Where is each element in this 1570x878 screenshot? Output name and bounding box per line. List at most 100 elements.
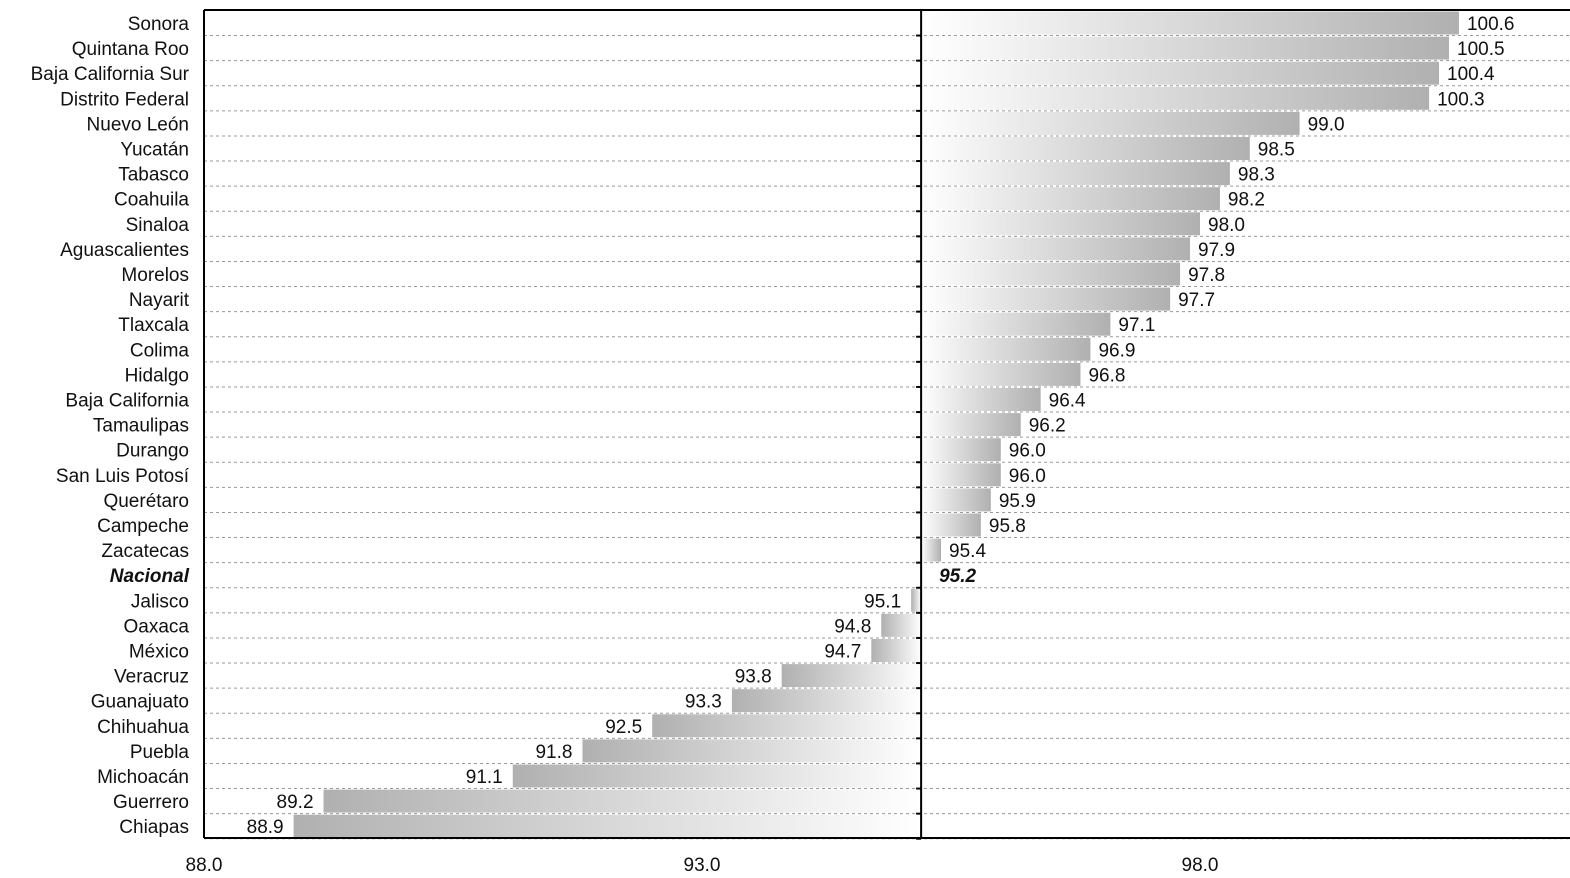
bar [731, 689, 922, 713]
category-label: Chihuahua [97, 717, 189, 738]
bar [921, 212, 1200, 236]
category-label: Oaxaca [124, 616, 190, 637]
category-label: Baja California [65, 391, 189, 412]
bar [652, 714, 922, 738]
category-label: Guerrero [113, 792, 189, 813]
category-label: Zacatecas [101, 541, 189, 562]
value-label: 94.8 [834, 616, 871, 637]
value-label: 95.2 [939, 566, 976, 587]
value-label: 91.8 [535, 742, 572, 763]
bar [781, 664, 922, 688]
value-label: 96.0 [1009, 441, 1046, 462]
category-label: Guanajuato [91, 692, 189, 713]
bar [323, 789, 922, 813]
category-label: Nuevo León [87, 114, 189, 135]
x-tick-label: 98.0 [1182, 855, 1219, 876]
category-label: México [129, 642, 189, 663]
category-label: Yucatán [120, 140, 189, 161]
value-label: 95.9 [999, 491, 1036, 512]
bar [911, 588, 922, 612]
value-label: 88.9 [247, 817, 284, 838]
category-label: Michoacán [97, 767, 189, 788]
value-label: 93.8 [735, 667, 772, 688]
labels: Sonora 100.6 Quintana Roo 100.5 Baja Califor… [31, 14, 1515, 876]
category-label: Aguascalientes [60, 240, 189, 261]
value-label: 96.2 [1029, 416, 1066, 437]
bar [921, 86, 1430, 110]
value-label: 97.1 [1118, 315, 1155, 336]
category-label: Durango [116, 441, 189, 462]
bar [921, 36, 1449, 60]
category-label: Nayarit [129, 290, 190, 311]
value-label: 98.0 [1208, 215, 1245, 236]
value-label: 99.0 [1308, 114, 1345, 135]
category-label: San Luis Potosí [56, 466, 190, 487]
bar [921, 538, 942, 562]
value-label: 93.3 [685, 692, 722, 713]
category-label: Quintana Roo [72, 39, 189, 60]
bar [921, 11, 1459, 35]
bars [293, 11, 1459, 838]
category-label: Tamaulipas [93, 416, 189, 437]
category-label: Tabasco [118, 165, 189, 186]
bar [881, 613, 922, 637]
bar [921, 488, 991, 512]
axes [203, 9, 1570, 840]
value-label: 92.5 [605, 717, 642, 738]
bar [921, 438, 1001, 462]
value-label: 100.5 [1457, 39, 1505, 60]
bar [921, 413, 1021, 437]
bar [921, 237, 1191, 261]
bar [921, 362, 1081, 386]
category-label: Baja California Sur [31, 64, 190, 85]
bar [921, 312, 1111, 336]
category-label: Sonora [128, 14, 190, 35]
bar [921, 287, 1171, 311]
category-label: Puebla [130, 742, 190, 763]
bar [921, 111, 1300, 135]
value-label: 98.3 [1238, 165, 1275, 186]
value-label: 97.7 [1178, 290, 1215, 311]
value-label: 91.1 [466, 767, 503, 788]
category-label: Morelos [121, 265, 189, 286]
category-label: Tlaxcala [118, 315, 189, 336]
x-tick-label: 88.0 [186, 855, 223, 876]
category-label: Veracruz [114, 667, 189, 688]
bar [921, 513, 981, 537]
value-label: 96.4 [1049, 391, 1086, 412]
value-label: 96.9 [1098, 340, 1135, 361]
x-tick-label: 93.0 [684, 855, 721, 876]
value-label: 95.4 [949, 541, 986, 562]
category-label: Campeche [97, 516, 189, 537]
bar [871, 639, 922, 662]
bar [921, 262, 1181, 286]
bar [293, 814, 922, 838]
value-label: 97.8 [1188, 265, 1225, 286]
bar [512, 764, 922, 788]
bar [921, 61, 1440, 85]
category-label: Distrito Federal [60, 89, 189, 110]
value-label: 95.1 [864, 591, 901, 612]
category-label: Nacional [110, 566, 190, 587]
category-label: Coahuila [114, 190, 189, 211]
value-label: 100.3 [1437, 89, 1485, 110]
value-label: 97.9 [1198, 240, 1235, 261]
bar [921, 187, 1220, 211]
category-label: Chiapas [119, 817, 189, 838]
value-label: 96.8 [1088, 365, 1125, 386]
category-label: Hidalgo [125, 365, 189, 386]
value-label: 98.5 [1258, 140, 1295, 161]
category-label: Querétaro [103, 491, 189, 512]
bar [921, 137, 1250, 160]
value-label: 100.4 [1447, 64, 1495, 85]
value-label: 98.2 [1228, 190, 1265, 211]
category-label: Jalisco [131, 591, 189, 612]
bar [921, 388, 1041, 411]
bar [921, 337, 1091, 361]
value-label: 89.2 [277, 792, 314, 813]
value-label: 95.8 [989, 516, 1026, 537]
category-label: Colima [130, 340, 190, 361]
value-label: 96.0 [1009, 466, 1046, 487]
bar [921, 463, 1001, 487]
